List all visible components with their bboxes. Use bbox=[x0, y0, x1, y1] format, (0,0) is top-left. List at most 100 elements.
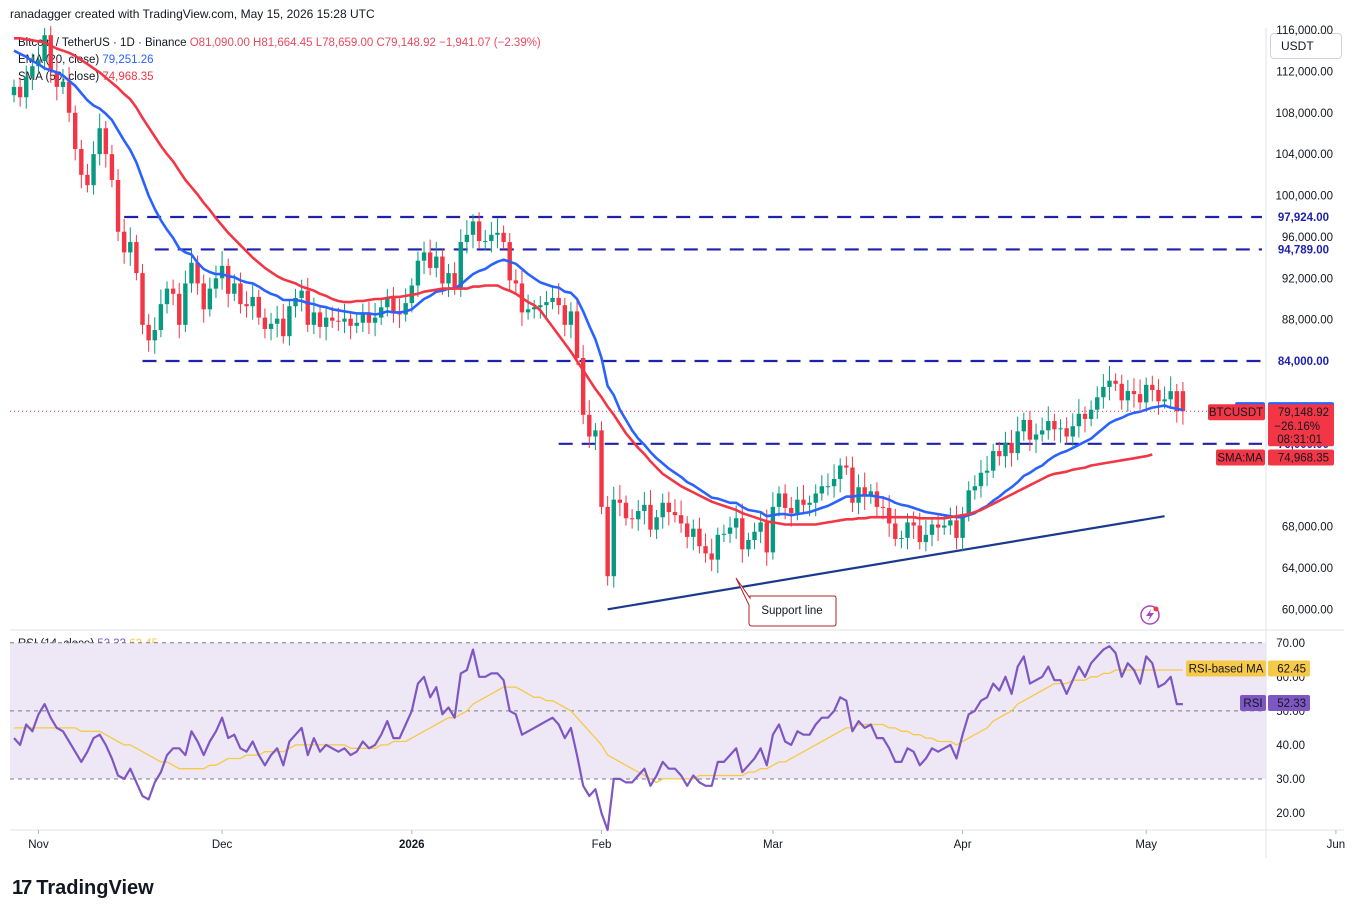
candle-body bbox=[770, 506, 776, 553]
candle-body bbox=[1180, 391, 1186, 412]
candle-body bbox=[366, 314, 372, 323]
tradingview-logo-text: TradingView bbox=[36, 877, 154, 899]
lightning-icon[interactable] bbox=[1140, 605, 1160, 625]
price-tick-label: 112,000.00 bbox=[1276, 66, 1333, 78]
candle-body bbox=[66, 81, 72, 113]
symbol-name[interactable]: Bitcoin / TetherUS · 1D · Binance bbox=[18, 37, 187, 49]
candle-body bbox=[795, 499, 800, 514]
candle-body bbox=[415, 260, 421, 286]
candle-body bbox=[605, 506, 610, 577]
candle-body bbox=[268, 323, 274, 329]
candle-body bbox=[109, 154, 115, 180]
candle-body bbox=[440, 256, 445, 284]
candle-body bbox=[568, 311, 574, 325]
time-tick-label: Nov bbox=[28, 839, 49, 851]
candle-body bbox=[1168, 391, 1173, 400]
rsi-line[interactable] bbox=[13, 645, 1183, 832]
symbol-tag-bg bbox=[1208, 404, 1265, 421]
symbol-tag-label: BTCUSDT bbox=[1209, 407, 1263, 419]
candle-body bbox=[1052, 421, 1057, 430]
sma50-line[interactable] bbox=[14, 36, 1153, 526]
candle-body bbox=[929, 524, 935, 535]
candle-body bbox=[464, 234, 470, 243]
level-tag-bg bbox=[1269, 208, 1332, 225]
candle-body bbox=[495, 232, 500, 235]
candle-body bbox=[1003, 442, 1008, 457]
candle-body bbox=[501, 232, 506, 243]
candle-body bbox=[128, 242, 133, 253]
candle-body bbox=[648, 504, 653, 530]
candle-body bbox=[17, 86, 23, 98]
candle-body bbox=[42, 35, 47, 62]
candle-body bbox=[1064, 428, 1069, 437]
candle-body bbox=[317, 312, 323, 327]
candle-body bbox=[880, 506, 886, 508]
candle-body bbox=[789, 507, 794, 514]
candle-body bbox=[807, 502, 812, 505]
rsi-ma-tag-value: 62.45 bbox=[1277, 664, 1306, 676]
time-tick-label: Feb bbox=[592, 839, 612, 851]
candle-body bbox=[207, 288, 213, 310]
candle-body bbox=[219, 265, 225, 279]
candle-body bbox=[201, 283, 206, 310]
price-tick-label: 100,000.00 bbox=[1275, 191, 1333, 203]
candle-body bbox=[623, 502, 629, 519]
candle-body bbox=[532, 307, 537, 310]
candle-body bbox=[764, 522, 769, 553]
sma-tag-label-bg bbox=[1216, 449, 1265, 466]
candle-body bbox=[617, 499, 623, 503]
candle-body bbox=[213, 278, 219, 289]
candle-body bbox=[1119, 383, 1124, 401]
support-line-callout[interactable] bbox=[735, 577, 837, 627]
candle-body bbox=[1039, 430, 1045, 435]
candle-body bbox=[226, 265, 231, 294]
candle-body bbox=[966, 490, 971, 515]
currency-button[interactable]: USDT bbox=[1270, 33, 1342, 59]
candle-body bbox=[850, 467, 855, 503]
price-tick-label: 108,000.00 bbox=[1275, 108, 1333, 120]
candle-body bbox=[697, 528, 702, 547]
candle-body bbox=[183, 283, 188, 325]
tradingview-logo[interactable]: 17 TradingView bbox=[12, 877, 154, 900]
candle-body bbox=[733, 518, 739, 528]
candle-body bbox=[470, 221, 476, 235]
candle-body bbox=[703, 546, 708, 554]
rsi-ma-line[interactable] bbox=[14, 669, 1183, 784]
candle-body bbox=[740, 518, 745, 550]
candle-body bbox=[1070, 426, 1075, 437]
candle-body bbox=[91, 154, 96, 186]
candle-body bbox=[256, 296, 261, 318]
candle-body bbox=[954, 520, 959, 538]
chart-attribution: ranadagger created with TradingView.com,… bbox=[10, 7, 375, 21]
support-trend-line[interactable] bbox=[607, 515, 1165, 611]
candle-body bbox=[629, 518, 635, 520]
candle-body bbox=[342, 318, 347, 322]
price-tick-label: 68,000.00 bbox=[1282, 522, 1333, 534]
rsi-ma-tag-label: RSI-based MA bbox=[1189, 664, 1264, 676]
price-tick-label: 60,000.00 bbox=[1282, 604, 1333, 616]
candle-body bbox=[1076, 413, 1082, 427]
candle-body bbox=[978, 472, 984, 487]
candle-body bbox=[103, 128, 108, 155]
candle-body bbox=[274, 318, 280, 324]
candle-body bbox=[923, 534, 929, 543]
candle-body bbox=[483, 241, 488, 243]
price-tick-label: 104,000.00 bbox=[1275, 149, 1333, 161]
candle-body bbox=[195, 262, 200, 284]
candle-body bbox=[434, 256, 439, 268]
candle-body bbox=[146, 324, 151, 341]
candle-body bbox=[782, 493, 788, 508]
candle-body bbox=[678, 515, 684, 524]
candle-body bbox=[305, 290, 310, 325]
level-tag-bg bbox=[1269, 353, 1332, 370]
candle-body bbox=[152, 330, 157, 341]
candle-body bbox=[1101, 386, 1106, 398]
candle-body bbox=[685, 523, 690, 537]
candle-body bbox=[587, 414, 592, 437]
candle-body bbox=[60, 81, 66, 87]
candle-body bbox=[1027, 420, 1033, 440]
candle-body bbox=[323, 317, 329, 327]
candle-body bbox=[525, 309, 531, 313]
lightning-icon-dot bbox=[1153, 606, 1159, 612]
